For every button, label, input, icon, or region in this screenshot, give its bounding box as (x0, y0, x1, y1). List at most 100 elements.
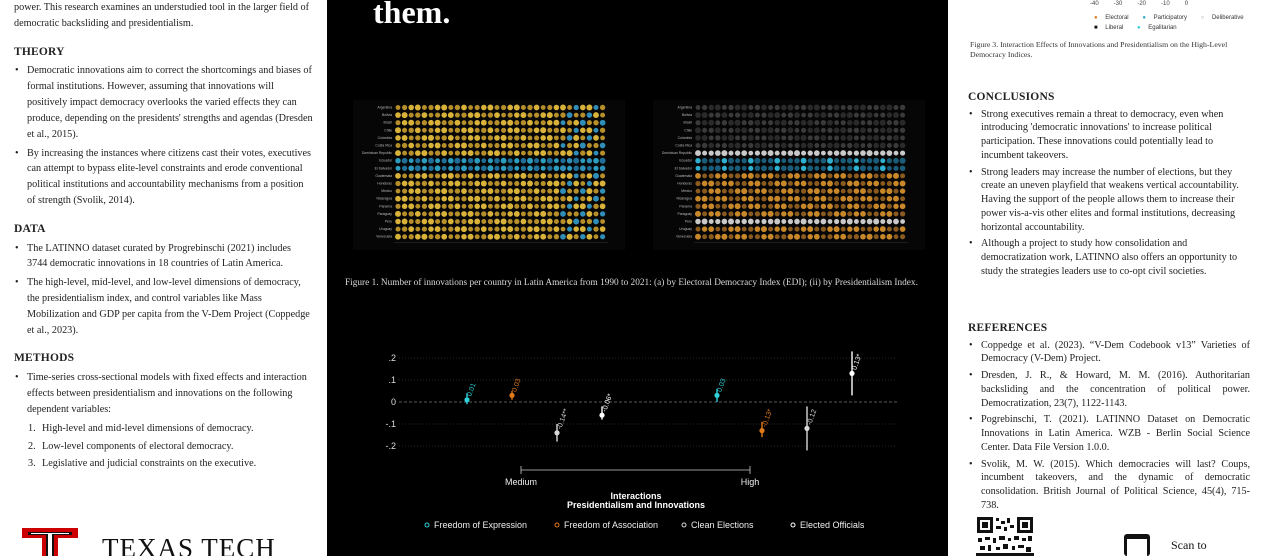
heat-cell (428, 180, 434, 187)
heat-cell (494, 127, 500, 133)
heat-cell (520, 127, 526, 133)
heat-cell (721, 226, 727, 232)
heat-cell (899, 203, 906, 210)
heat-cell (566, 157, 573, 164)
heat-cell (715, 203, 721, 209)
heat-cell (500, 165, 507, 171)
heat-cell (428, 218, 434, 225)
heat-cell (454, 150, 460, 156)
country-label: Bolivia (682, 113, 692, 117)
heat-cell (701, 226, 708, 232)
heat-cell (702, 173, 707, 179)
heat-cell (435, 135, 441, 141)
heat-cell (434, 127, 441, 134)
heat-cell (560, 112, 566, 118)
heat-cell (547, 127, 553, 133)
qr-code-icon[interactable] (976, 516, 1034, 556)
figure-1-caption: Figure 1. Number of innovations per coun… (345, 278, 918, 288)
heat-cell (408, 188, 414, 194)
heat-cell (566, 233, 573, 240)
legend-marker (681, 522, 687, 528)
logo-wordmark: TEXAS TECH (102, 533, 276, 556)
heat-cell (447, 195, 454, 202)
heat-cell (435, 112, 441, 118)
heat-cell (880, 173, 886, 179)
heat-cell (593, 218, 599, 225)
heat-cell (866, 203, 873, 209)
heat-cell (847, 203, 853, 210)
heat-cell (893, 211, 899, 217)
heat-cell (553, 180, 560, 187)
heat-cell (566, 218, 573, 225)
heat-cell (487, 173, 494, 179)
heat-cell (401, 119, 408, 126)
heat-cell (461, 135, 467, 141)
heat-cell (873, 104, 879, 111)
heat-cell (748, 120, 754, 126)
heat-cell (781, 234, 787, 240)
heat-cell (854, 158, 859, 164)
heat-cell (714, 150, 721, 156)
heat-cell (846, 218, 853, 225)
data-bullet: The high-level, mid-level, and low-level… (14, 275, 313, 338)
heat-cell (434, 165, 441, 172)
heat-cell (866, 195, 873, 202)
heat-cell (741, 180, 747, 187)
heat-cell (794, 142, 800, 149)
heat-cell (827, 157, 833, 164)
heat-cell (715, 143, 721, 148)
country-label: Nicaragua (377, 197, 393, 201)
heat-cell (500, 226, 507, 232)
heat-cell (567, 105, 573, 110)
heat-cell (708, 226, 715, 232)
heat-cell (787, 104, 794, 111)
heat-cell (787, 135, 794, 141)
heat-cell (395, 195, 401, 202)
heat-cell (702, 234, 708, 240)
heat-cell (853, 180, 860, 187)
heat-cell (814, 112, 820, 118)
heat-cell (533, 112, 540, 118)
heat-cell (494, 142, 500, 149)
country-label: El Salvador (375, 166, 393, 170)
heat-cell (428, 203, 434, 210)
heat-cell (741, 104, 748, 111)
heat-cell (540, 173, 547, 179)
heat-cell (774, 173, 780, 179)
heat-cell (474, 119, 480, 126)
heat-cell (715, 135, 721, 141)
heat-cell (428, 112, 434, 118)
heat-cell (586, 188, 593, 195)
heat-cell (780, 226, 787, 232)
heat-cell (441, 188, 448, 195)
heat-cell (807, 188, 814, 194)
heat-cell (586, 158, 593, 164)
heat-cell (794, 203, 800, 209)
heat-cell (767, 195, 774, 202)
heat-cell (553, 119, 560, 126)
heat-cell (481, 188, 487, 194)
heat-cell (487, 150, 494, 156)
heat-cell (702, 127, 708, 133)
heat-cell (527, 150, 533, 156)
data-bullet: The LATINNO dataset curated by Progrebin… (14, 241, 313, 273)
heat-cell (520, 135, 527, 141)
heat-cell (415, 203, 421, 209)
x-axis-title: Interactions (610, 491, 661, 501)
country-label: Argentina (377, 106, 392, 110)
heat-cell (500, 157, 507, 164)
heat-cell (435, 196, 441, 202)
heat-cell (540, 105, 546, 110)
heat-cell (421, 135, 428, 141)
heat-cell (533, 233, 540, 240)
heat-cell (847, 226, 853, 232)
heat-cell (886, 226, 892, 232)
right-column: -40 -30 -20 -10 0 ● Electoral ● Participator… (948, 0, 1265, 556)
heat-cell (886, 180, 892, 187)
heat-cell (741, 203, 747, 209)
heat-cell (402, 211, 408, 217)
heat-cell (533, 196, 540, 202)
heat-cell (448, 234, 454, 240)
heat-cell (728, 226, 734, 232)
heat-cell (774, 119, 780, 126)
